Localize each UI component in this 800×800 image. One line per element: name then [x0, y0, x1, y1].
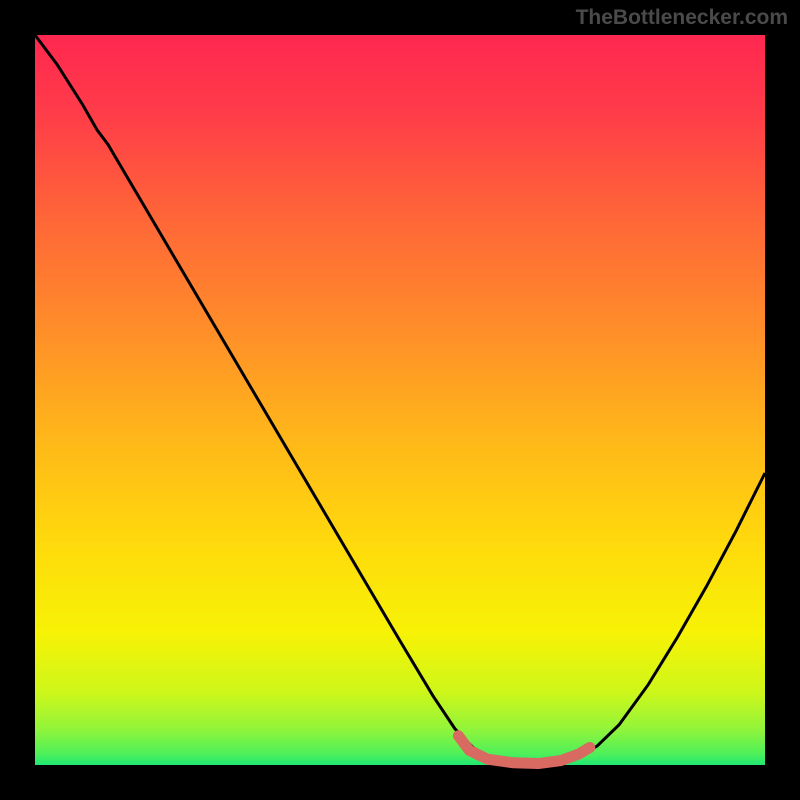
chart-lines: [35, 35, 765, 765]
attribution-text: TheBottlenecker.com: [576, 6, 788, 30]
highlight-marker: [458, 736, 589, 764]
bottleneck-curve: [35, 35, 765, 764]
chart-plot-area: [35, 35, 765, 765]
